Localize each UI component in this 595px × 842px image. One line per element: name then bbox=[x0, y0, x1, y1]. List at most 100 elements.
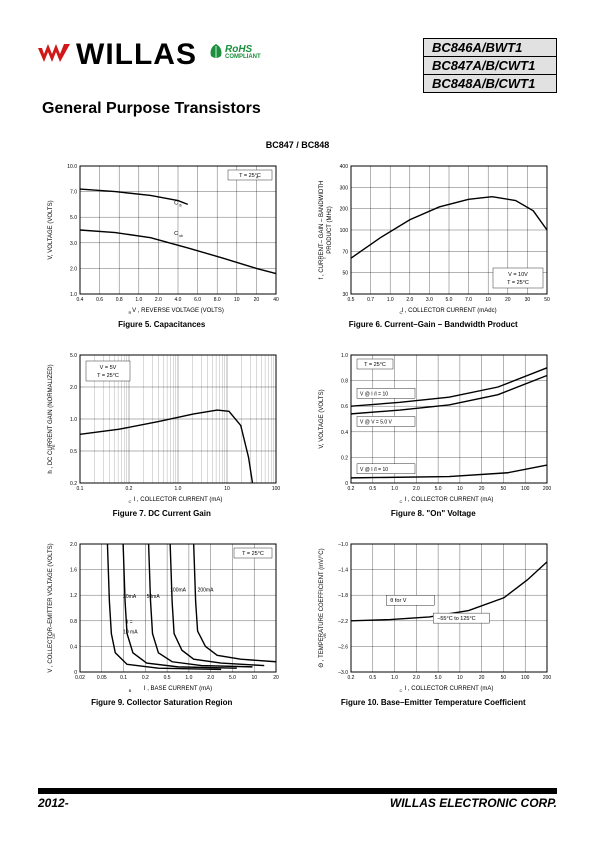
svg-text:5.0: 5.0 bbox=[70, 353, 77, 359]
svg-text:10: 10 bbox=[457, 486, 463, 492]
svg-text:200: 200 bbox=[340, 207, 349, 213]
svg-text:4.0: 4.0 bbox=[174, 297, 181, 303]
svg-text:5.0: 5.0 bbox=[435, 675, 442, 681]
svg-text:0.2: 0.2 bbox=[341, 455, 348, 461]
chart-fig7: 0.10.21.0101000.20.51.02.05.0I , COLLECT… bbox=[38, 347, 286, 518]
svg-text:20: 20 bbox=[479, 675, 485, 681]
svg-text:20mA: 20mA bbox=[123, 594, 137, 600]
fig-caption: Figure 5. Capacitances bbox=[118, 320, 205, 329]
svg-text:0.5: 0.5 bbox=[370, 486, 377, 492]
svg-text:0.8: 0.8 bbox=[115, 297, 122, 303]
svg-text:100: 100 bbox=[521, 675, 530, 681]
svg-text:V @ I /I = 10: V @ I /I = 10 bbox=[360, 467, 388, 473]
rohs-badge: RoHS COMPLIANT bbox=[209, 44, 261, 60]
svg-text:3.0: 3.0 bbox=[426, 297, 433, 303]
svg-text:10: 10 bbox=[486, 297, 492, 303]
svg-text:2.0: 2.0 bbox=[70, 266, 77, 272]
svg-text:300: 300 bbox=[340, 185, 349, 191]
svg-text:FE: FE bbox=[51, 444, 56, 449]
svg-text:20: 20 bbox=[505, 297, 511, 303]
svg-text:0.4: 0.4 bbox=[70, 644, 77, 650]
svg-text:0.4: 0.4 bbox=[341, 430, 348, 436]
svg-text:5.0: 5.0 bbox=[70, 215, 77, 221]
svg-text:C: C bbox=[400, 499, 403, 504]
rohs-text: RoHS bbox=[225, 45, 261, 54]
svg-text:1.0: 1.0 bbox=[174, 486, 181, 492]
footer: 2012- WILLAS ELECTRONIC CORP. bbox=[38, 788, 557, 810]
svg-text:h , DC CURRENT GAIN (NORMALI: h , DC CURRENT GAIN (NORMALIZED) bbox=[48, 364, 54, 473]
part-box: BC847A/B/CWT1 bbox=[423, 56, 557, 75]
svg-text:0.6: 0.6 bbox=[96, 297, 103, 303]
svg-text:0.2: 0.2 bbox=[348, 486, 355, 492]
svg-text:7.0: 7.0 bbox=[465, 297, 472, 303]
svg-text:2.0: 2.0 bbox=[413, 486, 420, 492]
chart-fig8: 0.20.51.02.05.010205010020000.20.40.60.8… bbox=[310, 347, 558, 518]
svg-text:I =: I = bbox=[127, 619, 133, 625]
svg-text:0: 0 bbox=[345, 481, 348, 487]
svg-text:2.0: 2.0 bbox=[155, 297, 162, 303]
svg-text:T = 25°C: T = 25°C bbox=[242, 551, 264, 557]
svg-text:Θ , TEMPERATURE COEFFICIENT: Θ , TEMPERATURE COEFFICIENT (mV/°C) bbox=[319, 548, 325, 667]
svg-text:200: 200 bbox=[543, 675, 552, 681]
footer-year: 2012- bbox=[38, 796, 69, 810]
brand-name: WILLAS bbox=[76, 38, 197, 72]
svg-text:C: C bbox=[128, 499, 131, 504]
svg-text:–3.0: –3.0 bbox=[339, 670, 349, 676]
svg-text:–2.6: –2.6 bbox=[339, 644, 349, 650]
svg-text:I , COLLECTOR CURRENT (mAdc): I , COLLECTOR CURRENT (mAdc) bbox=[402, 308, 497, 314]
svg-text:6.0: 6.0 bbox=[194, 297, 201, 303]
svg-text:0.7: 0.7 bbox=[367, 297, 374, 303]
chart-fig10: 0.20.51.02.05.0102050100200–3.0–2.6–2.2–… bbox=[310, 536, 558, 707]
svg-text:V , COLLECTOR–EMITTER VOLTAG: V , COLLECTOR–EMITTER VOLTAGE (VOLTS) bbox=[48, 543, 54, 672]
footer-corp: WILLAS ELECTRONIC CORP. bbox=[390, 796, 557, 810]
logo-icon bbox=[38, 44, 70, 66]
svg-text:2.0: 2.0 bbox=[407, 297, 414, 303]
svg-text:400: 400 bbox=[340, 164, 349, 170]
svg-text:0.1: 0.1 bbox=[120, 675, 127, 681]
svg-text:1.6: 1.6 bbox=[70, 568, 77, 574]
svg-text:100mA: 100mA bbox=[170, 587, 187, 593]
part-box: BC846A/BWT1 bbox=[423, 38, 557, 57]
svg-text:20: 20 bbox=[479, 486, 485, 492]
svg-text:0.8: 0.8 bbox=[70, 619, 77, 625]
fig-caption: Figure 6. Current–Gain – Bandwidth Produ… bbox=[349, 320, 518, 329]
svg-text:f , CURRENT– GAIN – BANDWIDTH: f , CURRENT– GAIN – BANDWIDTH bbox=[319, 181, 325, 280]
svg-text:T = 25°C: T = 25°C bbox=[97, 373, 119, 379]
svg-text:T = 25°C: T = 25°C bbox=[507, 280, 529, 286]
svg-text:10 mA: 10 mA bbox=[123, 630, 138, 636]
svg-text:10: 10 bbox=[457, 675, 463, 681]
svg-text:0.5: 0.5 bbox=[348, 297, 355, 303]
chart-fig6: 0.50.71.02.03.05.07.01020305030507010020… bbox=[310, 158, 558, 329]
svg-text:200mA: 200mA bbox=[197, 587, 214, 593]
svg-text:0.4: 0.4 bbox=[76, 297, 83, 303]
svg-text:1.0: 1.0 bbox=[70, 292, 77, 298]
svg-text:–55°C to 125°C: –55°C to 125°C bbox=[438, 616, 476, 622]
svg-text:V = 5V: V = 5V bbox=[99, 365, 116, 371]
fig-caption: Figure 7. DC Current Gain bbox=[113, 509, 211, 518]
svg-text:C: C bbox=[174, 231, 178, 237]
svg-text:θ for V: θ for V bbox=[391, 598, 408, 604]
svg-text:0.5: 0.5 bbox=[163, 675, 170, 681]
svg-text:5.0: 5.0 bbox=[435, 486, 442, 492]
svg-text:CE: CE bbox=[51, 633, 56, 639]
svg-text:20: 20 bbox=[253, 297, 259, 303]
svg-text:V , REVERSE VOLTAGE (VOLTS): V , REVERSE VOLTAGE (VOLTS) bbox=[132, 308, 224, 314]
svg-text:T = 25°C: T = 25°C bbox=[364, 362, 386, 368]
svg-text:V, VOLTAGE (VOLTS): V, VOLTAGE (VOLTS) bbox=[319, 389, 325, 448]
svg-text:0.05: 0.05 bbox=[97, 675, 107, 681]
svg-text:50: 50 bbox=[544, 297, 550, 303]
svg-text:2.0: 2.0 bbox=[70, 542, 77, 548]
fig-caption: Figure 10. Base–Emitter Temperature Coef… bbox=[341, 698, 526, 707]
svg-text:5.0: 5.0 bbox=[446, 297, 453, 303]
svg-text:I , BASE CURRENT (mA): I , BASE CURRENT (mA) bbox=[144, 686, 212, 692]
svg-text:50mA: 50mA bbox=[146, 594, 160, 600]
svg-text:30: 30 bbox=[525, 297, 531, 303]
svg-text:8.0: 8.0 bbox=[213, 297, 220, 303]
svg-text:0.6: 0.6 bbox=[341, 404, 348, 410]
svg-text:2.0: 2.0 bbox=[207, 675, 214, 681]
charts-grid: 0.40.60.81.02.04.06.08.01020401.02.03.05… bbox=[38, 158, 557, 707]
svg-text:–1.8: –1.8 bbox=[339, 593, 349, 599]
svg-text:1.0: 1.0 bbox=[391, 486, 398, 492]
svg-text:7.0: 7.0 bbox=[70, 190, 77, 196]
svg-text:30: 30 bbox=[343, 292, 349, 298]
